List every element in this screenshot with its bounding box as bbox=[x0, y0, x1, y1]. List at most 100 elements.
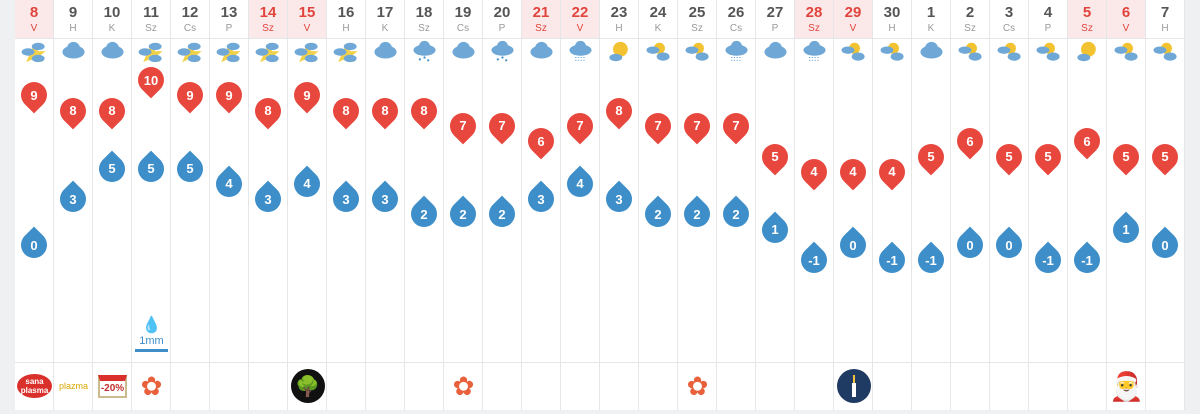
day-column[interactable]: 26 Cs 7 2 bbox=[717, 0, 756, 410]
candle-icon[interactable] bbox=[836, 366, 871, 406]
day-column[interactable]: 18 Sz 8 2 bbox=[405, 0, 444, 410]
day-header[interactable]: 6 V bbox=[1107, 0, 1145, 38]
day-header[interactable]: 4 P bbox=[1029, 0, 1067, 38]
day-column[interactable]: 17 K 8 3 bbox=[366, 0, 405, 410]
day-header[interactable]: 3 Cs bbox=[990, 0, 1028, 38]
day-column[interactable]: 13 P 9 4 bbox=[210, 0, 249, 410]
weekday-label: Sz bbox=[691, 23, 703, 34]
flower-ornament-icon[interactable]: ✿ bbox=[140, 370, 163, 401]
day-header[interactable]: 28 Sz bbox=[795, 0, 833, 38]
min-temp-marker: 0 bbox=[951, 226, 989, 264]
sun-clouds-weather-icon bbox=[880, 42, 904, 61]
day-header[interactable]: 27 P bbox=[756, 0, 794, 38]
day-header[interactable]: 25 Sz bbox=[678, 0, 716, 38]
min-temp-marker: 3 bbox=[366, 180, 404, 218]
day-column[interactable]: 20 P 7 2 bbox=[483, 0, 522, 410]
day-column[interactable]: 15 V 9 4 bbox=[288, 0, 327, 410]
day-column[interactable]: 3 Cs 5 0 bbox=[990, 0, 1029, 410]
sunny-cloud-weather-icon bbox=[1077, 41, 1096, 62]
weekday-label: H bbox=[342, 23, 350, 34]
day-column[interactable]: 19 Cs 7 2 bbox=[444, 0, 483, 410]
day-header[interactable]: 2 Sz bbox=[951, 0, 989, 38]
day-column[interactable]: 2 Sz 6 0 bbox=[951, 0, 990, 410]
day-column[interactable]: 10 K 8 5 bbox=[93, 0, 132, 410]
max-temp-marker: 10 bbox=[132, 61, 170, 99]
sana-plasma-logo-icon[interactable]: sana plasma bbox=[17, 366, 52, 406]
weekday-label: Sz bbox=[262, 23, 274, 34]
day-header[interactable]: 10 K bbox=[93, 0, 131, 38]
day-column[interactable]: 1 K 5 -1 bbox=[912, 0, 951, 410]
day-column[interactable]: 8 V 9 0 bbox=[15, 0, 54, 410]
min-temp-value: 3 bbox=[381, 191, 389, 207]
weekday-label: Cs bbox=[183, 23, 197, 34]
day-number: 17 bbox=[376, 4, 394, 21]
max-temp-value: 5 bbox=[1005, 149, 1013, 164]
max-temp-value: 7 bbox=[693, 118, 701, 134]
day-number: 26 bbox=[727, 4, 745, 21]
day-column[interactable]: 4 P 5 -1 bbox=[1029, 0, 1068, 410]
day-header[interactable]: 22 V bbox=[561, 0, 599, 38]
plasma-logo-icon[interactable]: plazma bbox=[56, 366, 91, 406]
day-column[interactable]: 30 H 4 -1 bbox=[873, 0, 912, 410]
day-number: 27 bbox=[766, 4, 784, 21]
day-column[interactable]: 28 Sz 4 -1 bbox=[795, 0, 834, 410]
flower-ornament-icon[interactable]: ✿ bbox=[452, 370, 475, 401]
min-temp-marker: -1 bbox=[1068, 241, 1106, 279]
day-header[interactable]: 17 K bbox=[366, 0, 404, 38]
event-text: plazma bbox=[58, 381, 88, 391]
min-temp-value: 4 bbox=[225, 176, 233, 192]
day-header[interactable]: 1 K bbox=[912, 0, 950, 38]
day-header[interactable]: 19 Cs bbox=[444, 0, 482, 38]
day-header[interactable]: 14 Sz bbox=[249, 0, 287, 38]
max-temp-value: 8 bbox=[69, 103, 77, 119]
day-header[interactable]: 18 Sz bbox=[405, 0, 443, 38]
day-column[interactable]: 6 V 5 1 bbox=[1107, 0, 1146, 410]
day-header[interactable]: 9 H bbox=[54, 0, 92, 38]
day-column[interactable]: 11 Sz 10 5 💧 1mm bbox=[132, 0, 171, 410]
weekday-label: H bbox=[69, 23, 77, 34]
day-column[interactable]: 7 H 5 0 bbox=[1146, 0, 1185, 410]
day-header[interactable]: 7 H bbox=[1146, 0, 1184, 38]
day-column[interactable]: 16 H 8 3 bbox=[327, 0, 366, 410]
day-header[interactable]: 11 Sz bbox=[132, 0, 170, 38]
day-column[interactable]: 25 Sz 7 2 bbox=[678, 0, 717, 410]
day-column[interactable]: 21 Sz 6 3 bbox=[522, 0, 561, 410]
day-column[interactable]: 12 Cs 9 5 bbox=[171, 0, 210, 410]
min-temp-marker: 0 bbox=[15, 226, 53, 264]
max-temp-marker: 8 bbox=[93, 92, 131, 129]
day-header[interactable]: 23 H bbox=[600, 0, 638, 38]
day-header[interactable]: 26 Cs bbox=[717, 0, 755, 38]
day-column[interactable]: 5 Sz 6 -1 bbox=[1068, 0, 1107, 410]
day-header[interactable]: 21 Sz bbox=[522, 0, 560, 38]
max-temp-marker: 5 bbox=[1107, 138, 1145, 175]
flower-ornament-icon[interactable]: ✿ bbox=[686, 370, 709, 401]
day-header[interactable]: 29 V bbox=[834, 0, 872, 38]
day-number: 10 bbox=[103, 4, 121, 21]
max-temp-marker: 9 bbox=[210, 76, 248, 114]
day-header[interactable]: 8 V bbox=[15, 0, 53, 38]
day-header[interactable]: 13 P bbox=[210, 0, 248, 38]
max-temp-value: 9 bbox=[30, 87, 38, 103]
day-column[interactable]: 14 Sz 8 3 bbox=[249, 0, 288, 410]
max-temp-marker: 6 bbox=[951, 122, 989, 160]
day-column[interactable]: 24 K 7 2 bbox=[639, 0, 678, 410]
day-number: 25 bbox=[688, 4, 706, 21]
discount-calendar-icon[interactable]: -20% bbox=[95, 366, 130, 406]
min-temp-marker: 2 bbox=[678, 196, 716, 233]
day-header[interactable]: 12 Cs bbox=[171, 0, 209, 38]
day-header[interactable]: 20 P bbox=[483, 0, 521, 38]
day-header[interactable]: 16 H bbox=[327, 0, 365, 38]
day-column[interactable]: 23 H 8 3 bbox=[600, 0, 639, 410]
tree-memorial-icon[interactable]: 🌳 bbox=[290, 366, 325, 406]
day-header[interactable]: 24 K bbox=[639, 0, 677, 38]
min-temp-marker: 2 bbox=[405, 196, 443, 233]
day-column[interactable]: 27 P 5 1 bbox=[756, 0, 795, 410]
day-header[interactable]: 15 V bbox=[288, 0, 326, 38]
day-column[interactable]: 29 V 4 0 bbox=[834, 0, 873, 410]
day-header[interactable]: 30 H bbox=[873, 0, 911, 38]
day-header[interactable]: 5 Sz bbox=[1068, 0, 1106, 38]
day-column[interactable]: 9 H 8 3 bbox=[54, 0, 93, 410]
min-temp-value: -1 bbox=[925, 252, 937, 268]
day-column[interactable]: 22 V 7 4 bbox=[561, 0, 600, 410]
santa-claus-icon[interactable]: 🎅 bbox=[1109, 370, 1144, 402]
